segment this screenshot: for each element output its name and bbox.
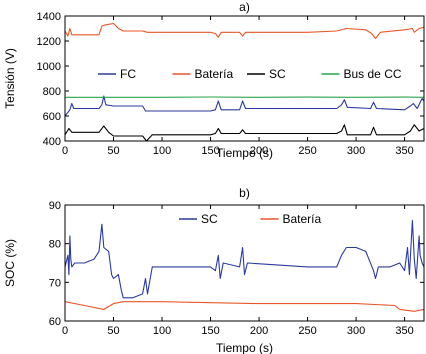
- x-tick-label: 50: [107, 145, 119, 157]
- series-line-bater-a: [65, 22, 424, 40]
- legend: FC Batería SC Bus de CC: [94, 65, 402, 83]
- x-tick-label: 350: [395, 145, 413, 157]
- y-axis-label: Tensión (V): [3, 48, 17, 109]
- x-tick-label: 100: [153, 325, 171, 337]
- y-axis-label: SOC (%): [3, 239, 17, 287]
- axes-frame: [64, 204, 425, 322]
- axes-frame: [64, 15, 425, 142]
- x-tick-label: 150: [201, 145, 219, 157]
- legend-label: Batería: [195, 67, 234, 81]
- y-tick-label: 90: [49, 200, 61, 212]
- x-tick-label: 300: [347, 325, 365, 337]
- legend-label: Batería: [283, 212, 322, 226]
- series-group: [65, 219, 424, 312]
- legend-label: Bus de CC: [344, 67, 402, 81]
- legend-box: [94, 65, 392, 83]
- chart-2: b) 0 50 100 150 200 250 300 350 60 70 80 90 Tiempo (s…: [3, 186, 425, 354]
- x-axis-label: Tiempo (s): [216, 341, 273, 354]
- series-group: [65, 22, 424, 141]
- y-tick-label: 800: [43, 86, 61, 98]
- series-line-sc: [65, 124, 424, 141]
- chart-title: a): [239, 0, 250, 14]
- y-tick-label: 1200: [37, 36, 61, 48]
- x-tick-label: 0: [62, 325, 68, 337]
- y-tick-label: 600: [43, 111, 61, 123]
- chart-1: a) 0 50 100 150 200 250 300 350 400 600 800 1000 1200…: [3, 0, 425, 160]
- legend-label: SC: [201, 212, 218, 226]
- x-tick-label: 0: [62, 145, 68, 157]
- x-axis-label: Tiempo (s): [216, 146, 273, 160]
- x-tick-label: 200: [250, 145, 268, 157]
- y-tick-label: 1000: [37, 61, 61, 73]
- x-tick-label: 300: [347, 145, 365, 157]
- x-tick-label: 50: [107, 325, 119, 337]
- x-tick-label: 350: [395, 325, 413, 337]
- series-line-sc: [65, 219, 424, 299]
- x-tick-label: 200: [250, 325, 268, 337]
- x-tick-label: 250: [298, 145, 316, 157]
- series-line-fc: [65, 95, 424, 117]
- x-tick-label: 250: [298, 325, 316, 337]
- x-tick-label: 100: [153, 145, 171, 157]
- legend-box: [175, 210, 338, 228]
- chart-title: b): [239, 186, 250, 200]
- legend-label: FC: [120, 67, 136, 81]
- y-tick-label: 60: [49, 316, 61, 328]
- legend-label: SC: [269, 67, 286, 81]
- y-tick-label: 70: [49, 277, 61, 289]
- series-line-bater-a: [65, 301, 424, 312]
- y-tick-label: 1400: [37, 11, 61, 23]
- legend: SC Batería: [175, 210, 338, 228]
- y-tick-label: 80: [49, 239, 61, 251]
- y-tick-label: 400: [43, 136, 61, 148]
- x-tick-label: 150: [201, 325, 219, 337]
